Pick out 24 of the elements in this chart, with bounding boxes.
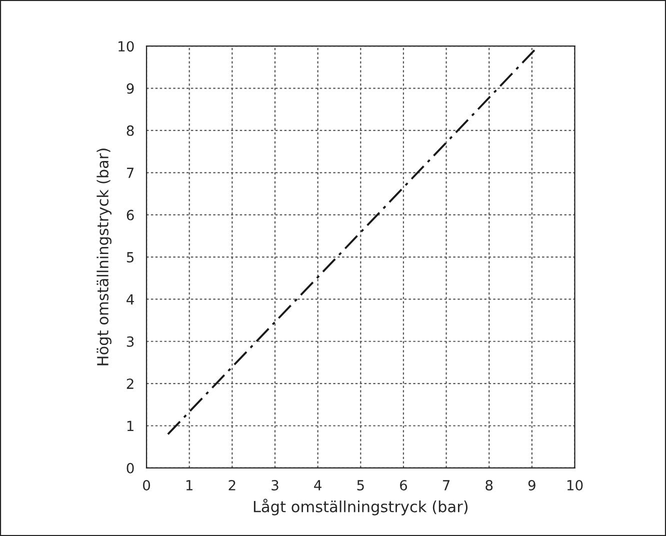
x-tick-label: 9 bbox=[528, 480, 536, 490]
y-tick-label: 1 bbox=[127, 420, 134, 432]
y-tick-label: 6 bbox=[126, 210, 134, 220]
x-tick-label: 0 bbox=[143, 480, 150, 490]
x-tick-label: 8 bbox=[486, 480, 493, 490]
x-tick-label: 6 bbox=[400, 480, 408, 490]
x-tick-label: 10 bbox=[567, 480, 583, 490]
x-tick-label: 5 bbox=[357, 480, 364, 490]
y-tick-label: 4 bbox=[126, 294, 134, 304]
x-tick-label: 2 bbox=[228, 480, 236, 490]
y-axis-title: Högt omställningstryck (bar) bbox=[96, 148, 112, 366]
y-tick-label: 5 bbox=[126, 252, 134, 262]
y-tick-label: 0 bbox=[126, 462, 134, 474]
x-tick-label: 4 bbox=[314, 480, 322, 490]
x-tick-label: 7 bbox=[443, 480, 450, 490]
x-axis-title: Lågt omställningstryck (bar) bbox=[254, 498, 468, 516]
x-tick-label: 3 bbox=[272, 480, 278, 490]
y-tick-label: 10 bbox=[118, 41, 134, 52]
y-tick-label: 3 bbox=[126, 336, 134, 347]
y-tick-label: 8 bbox=[126, 125, 134, 136]
x-tick-label: 1 bbox=[186, 480, 192, 490]
y-tick-label: 9 bbox=[126, 83, 134, 94]
y-tick-label: 7 bbox=[127, 168, 134, 178]
y-tick-label: 2 bbox=[126, 378, 134, 389]
